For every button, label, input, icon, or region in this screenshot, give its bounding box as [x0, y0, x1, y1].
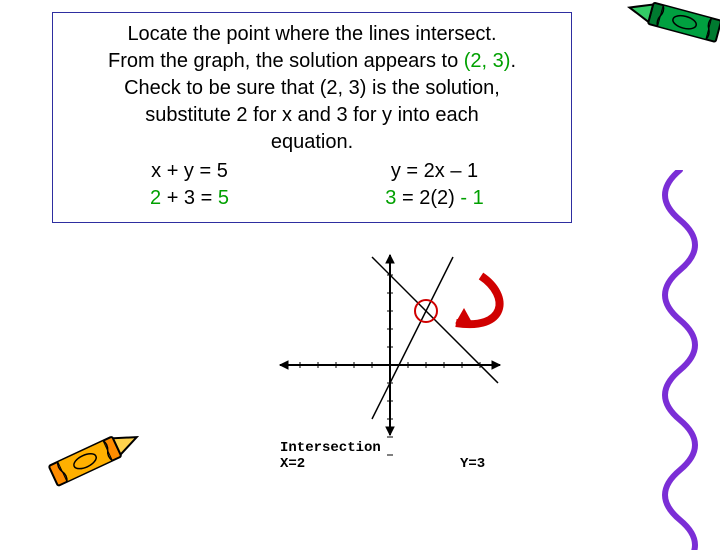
line3: Check to be sure that (2, 3) is the solu…: [67, 75, 557, 102]
graph-label-x: X=2: [280, 456, 305, 472]
squiggle-decoration: [640, 170, 720, 550]
eq1b-mid: + 3 =: [167, 187, 213, 209]
eq2a: y = 2x – 1: [324, 158, 545, 185]
line2-post: .: [510, 50, 516, 72]
equation-right: y = 2x – 1 3 = 2(2) - 1: [324, 158, 545, 212]
graph-label-y: Y=3: [460, 456, 485, 472]
line5: equation.: [67, 129, 557, 156]
equation-left: x + y = 5 2 + 3 = 5: [79, 158, 300, 212]
eq1a: x + y = 5: [79, 158, 300, 185]
line2: From the graph, the solution appears to …: [67, 48, 557, 75]
line2-pre: From the graph, the solution appears to: [108, 50, 464, 72]
eq1b-pre: 2: [150, 187, 167, 209]
line2-accent: (2, 3): [464, 50, 511, 72]
line1: Locate the point where the lines interse…: [67, 21, 557, 48]
intersection-graph: Intersection X=2 Y=3: [270, 250, 530, 480]
crayon-green-icon: [614, 0, 720, 65]
eq1b: 2 + 3 = 5: [79, 185, 300, 212]
instruction-box: Locate the point where the lines interse…: [52, 12, 572, 223]
eq2b-mid: = 2(2): [402, 187, 455, 209]
crayon-yellow-icon: [23, 407, 157, 512]
eq2b: 3 = 2(2) - 1: [324, 185, 545, 212]
line4: substitute 2 for x and 3 for y into each: [67, 102, 557, 129]
eq2b-post: - 1: [455, 187, 484, 209]
eq1b-post: 5: [212, 187, 229, 209]
eq2b-pre: 3: [385, 187, 402, 209]
graph-label-title: Intersection: [280, 440, 381, 456]
equation-row: x + y = 5 2 + 3 = 5 y = 2x – 1 3 = 2(2) …: [67, 158, 557, 212]
